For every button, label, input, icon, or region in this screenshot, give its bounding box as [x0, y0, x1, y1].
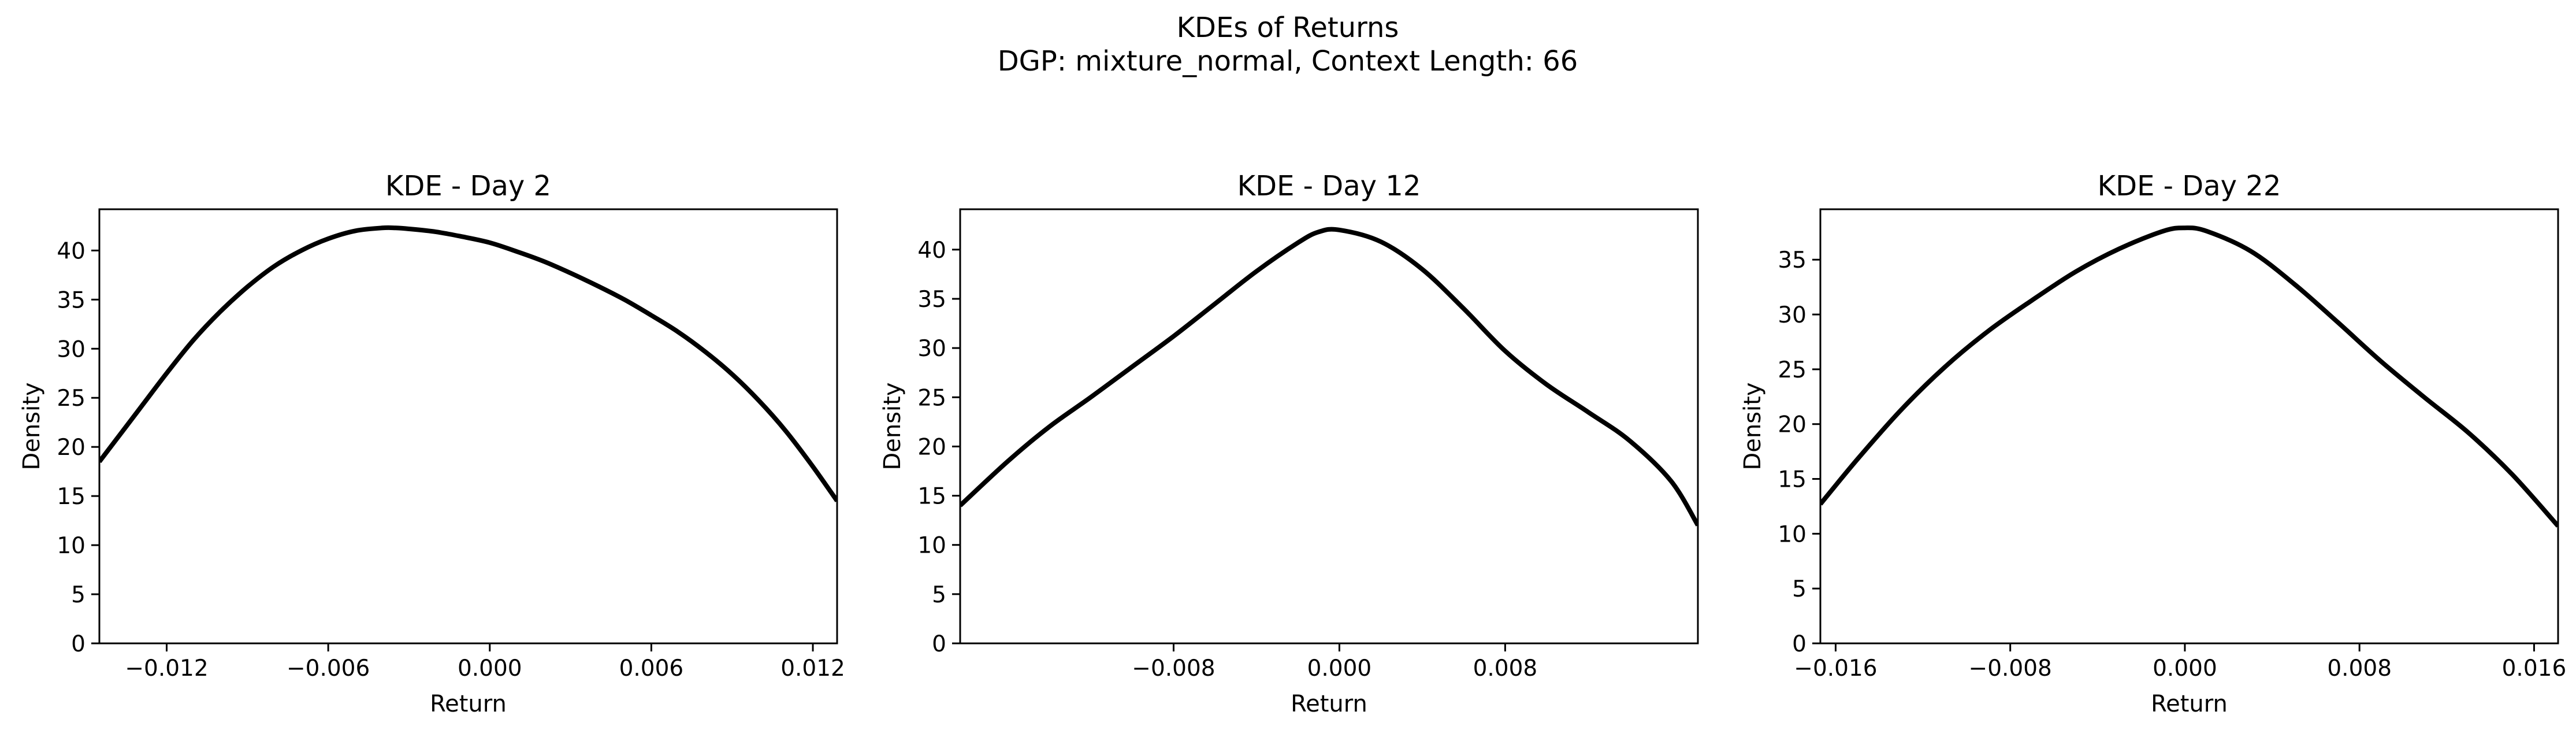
y-tick-label: 35 [917, 287, 946, 313]
x-tick-label: 0.016 [2502, 655, 2567, 682]
y-tick-label: 5 [932, 582, 946, 608]
chart-panels: KDE - Day 2 −0.012 −0.006 0.000 0.006 0.012 0 5… [18, 170, 2566, 717]
y-tick-label: 10 [917, 533, 946, 559]
y-tick-label: 35 [57, 287, 86, 313]
y-tick-label: 40 [57, 238, 86, 264]
y-tick-label: 20 [917, 434, 946, 460]
y-tick-label: 20 [1778, 412, 1806, 438]
y-tick-label: 30 [917, 336, 946, 362]
y-tick-label: 15 [57, 484, 86, 510]
y-tick-label: 15 [917, 484, 946, 510]
x-tick-label: 0.012 [780, 655, 845, 682]
figure-title-line1: KDEs of Returns [1177, 12, 1399, 44]
x-tick-label: −0.012 [125, 655, 208, 682]
x-tick-label: 0.000 [1307, 655, 1372, 682]
x-tick-label: 0.006 [619, 655, 684, 682]
chart-panel-3: KDE - Day 22 −0.016 −0.008 0.000 0.008 0.016 0… [1739, 170, 2566, 717]
x-tick-label: −0.008 [1969, 655, 2052, 682]
y-tick-label: 30 [57, 336, 86, 362]
axes-frame [1819, 208, 2559, 645]
y-tick-label: 15 [1778, 467, 1806, 493]
y-tick-label: 35 [1778, 247, 1806, 273]
x-tick-label: −0.006 [287, 655, 370, 682]
y-tick-label: 10 [1778, 521, 1806, 547]
y-tick-label: 0 [1792, 631, 1806, 657]
y-tick-label: 0 [71, 631, 86, 657]
chart-panel-1: KDE - Day 2 −0.012 −0.006 0.000 0.006 0.012 0 5… [18, 170, 845, 717]
x-tick-label: −0.008 [1132, 655, 1215, 682]
x-axis-label: Return [430, 691, 507, 717]
y-tick-label: 30 [1778, 302, 1806, 328]
kde-series-line [1820, 225, 2558, 528]
x-axis-label: Return [1291, 691, 1367, 717]
x-axis-label: Return [2151, 691, 2228, 717]
y-tick-label: 25 [57, 386, 86, 412]
x-tick-label: 0.008 [1473, 655, 1538, 682]
chart-panel-2: KDE - Day 12 −0.008 0.000 0.008 0 5 10 15 20 25 30… [879, 170, 1699, 717]
y-tick-label: 20 [57, 435, 86, 461]
figure-title-line2: DGP: mixture_normal, Context Length: 66 [998, 45, 1578, 77]
axes-frame [98, 208, 838, 645]
chart-title: KDE - Day 22 [2098, 170, 2281, 202]
kde-series-line [960, 227, 1698, 527]
y-axis-label: Density [1739, 382, 1766, 470]
axes-frame [959, 208, 1699, 645]
y-tick-label: 10 [57, 533, 86, 559]
y-tick-label: 0 [932, 631, 946, 657]
y-axis-label: Density [879, 382, 906, 470]
y-tick-label: 5 [71, 582, 86, 608]
x-tick-label: 0.000 [458, 655, 522, 682]
y-tick-label: 25 [917, 385, 946, 411]
y-tick-label: 25 [1778, 357, 1806, 383]
x-tick-label: 0.000 [2153, 655, 2217, 682]
x-tick-label: −0.016 [1794, 655, 1877, 682]
y-tick-label: 40 [917, 238, 946, 264]
chart-title: KDE - Day 12 [1237, 170, 1421, 202]
x-tick-label: 0.008 [2327, 655, 2392, 682]
y-tick-label: 5 [1792, 576, 1806, 602]
chart-title: KDE - Day 2 [385, 170, 551, 202]
y-axis-label: Density [18, 382, 45, 470]
kde-series-line [99, 225, 837, 502]
